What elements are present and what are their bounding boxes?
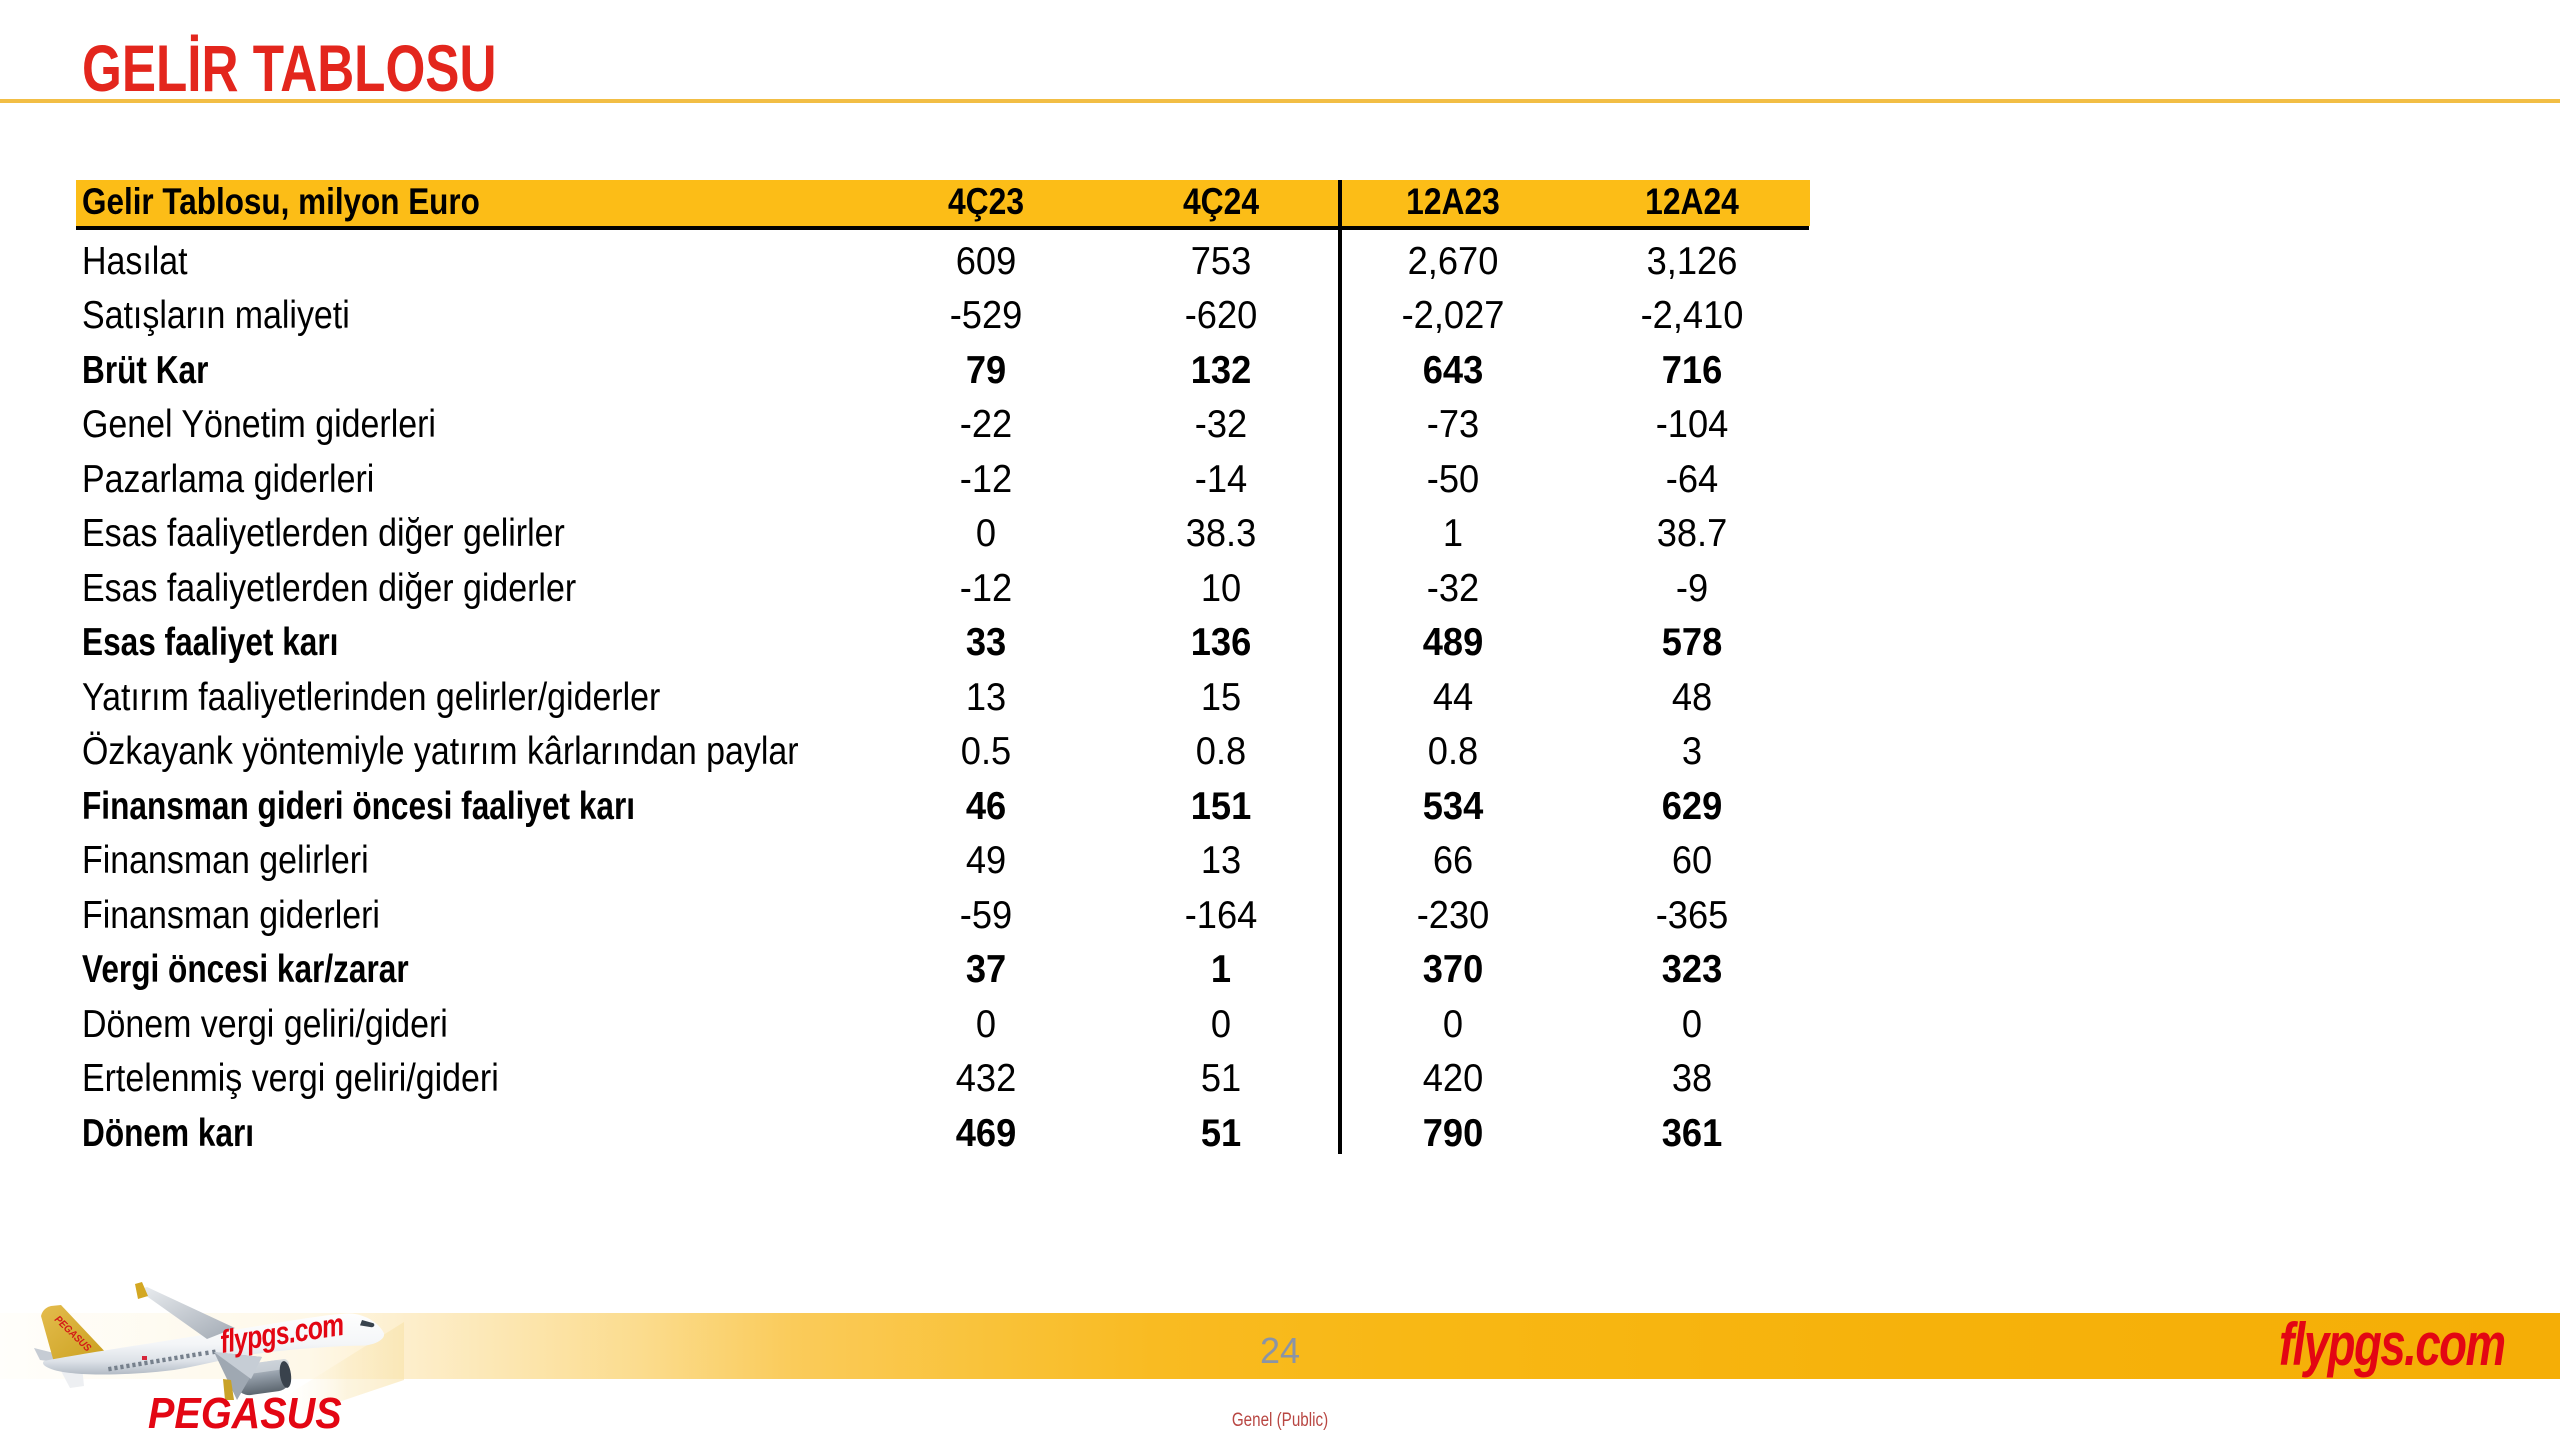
svg-text:flypgs.com: flypgs.com bbox=[218, 1307, 346, 1361]
